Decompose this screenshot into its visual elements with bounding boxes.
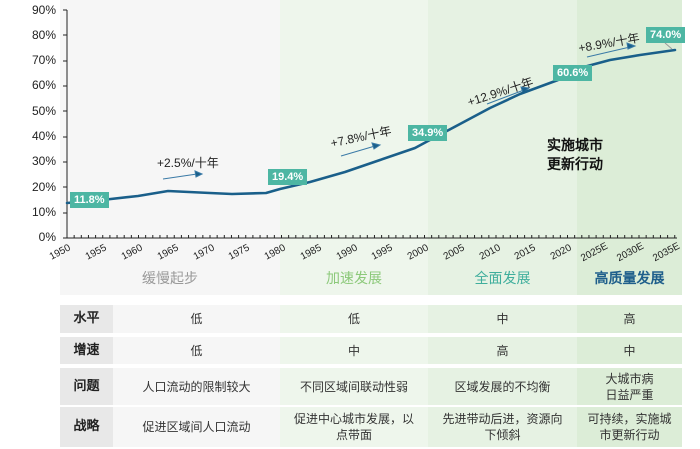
data-label-1980: 19.4% bbox=[268, 169, 308, 185]
data-label-1950: 11.8% bbox=[70, 192, 109, 208]
trend-arrows bbox=[162, 42, 637, 180]
y-tick: 90% bbox=[31, 3, 56, 17]
table-cell: 高 bbox=[577, 305, 682, 333]
y-tick: 60% bbox=[31, 78, 56, 92]
phase-label-comprehensive: 全面发展 bbox=[474, 271, 531, 287]
y-tick: 80% bbox=[31, 28, 56, 42]
phase-bg-slow bbox=[60, 0, 280, 295]
y-tick: 20% bbox=[31, 180, 56, 194]
table-cell: 中 bbox=[428, 305, 577, 333]
table-row-problem: 问题 人口流动的限制较大 不同区域间联动性弱 区域发展的不均衡 大城市病 日益严… bbox=[60, 368, 682, 405]
row-header: 问题 bbox=[60, 368, 113, 405]
data-label-2000: 34.9% bbox=[408, 125, 448, 141]
y-tick: 40% bbox=[31, 129, 56, 143]
phase-bg-high-quality bbox=[577, 0, 682, 295]
urban-renewal-callout: 实施城市 更新行动 bbox=[547, 137, 603, 175]
table-cell: 低 bbox=[113, 337, 280, 364]
rate-annotation-phase1: +2.5%/十年 bbox=[157, 156, 219, 170]
phase-label-accelerate: 加速发展 bbox=[326, 271, 382, 287]
table-cell: 大城市病 日益严重 bbox=[577, 368, 682, 405]
table-row-strategy: 战略 促进区域间人口流动 促进中心城市发展，以 点带面 先进带动后进，资源向 下… bbox=[60, 407, 682, 447]
table-cell: 可持续，实施城 市更新行动 bbox=[577, 407, 682, 447]
table-cell: 中 bbox=[577, 337, 682, 364]
table-cell: 先进带动后进，资源向 下倾斜 bbox=[428, 407, 577, 447]
table-row-level: 水平 低 低 中 高 bbox=[60, 305, 682, 333]
y-axis bbox=[63, 9, 68, 239]
table-row-growth: 增速 低 中 高 中 bbox=[60, 337, 682, 364]
phase-bg-comprehensive bbox=[428, 0, 577, 295]
data-label-2020: 60.6% bbox=[553, 65, 593, 81]
table-cell: 区域发展的不均衡 bbox=[428, 368, 577, 405]
y-tick: 50% bbox=[31, 104, 56, 118]
table-cell: 高 bbox=[428, 337, 577, 364]
callout-line-1: 实施城市 bbox=[547, 138, 603, 154]
table-cell: 中 bbox=[280, 337, 428, 364]
row-header: 水平 bbox=[60, 305, 113, 333]
table-cell: 促进中心城市发展，以 点带面 bbox=[280, 407, 428, 447]
callout-line-2: 更新行动 bbox=[547, 157, 603, 173]
table-cell: 低 bbox=[280, 305, 428, 333]
table-cell: 促进区域间人口流动 bbox=[113, 407, 280, 447]
y-tick: 30% bbox=[31, 154, 56, 168]
table-cell: 人口流动的限制较大 bbox=[113, 368, 280, 405]
y-tick: 10% bbox=[31, 205, 56, 219]
y-tick: 0% bbox=[38, 230, 56, 244]
row-header: 增速 bbox=[60, 337, 113, 364]
data-label-2035: 74.0% bbox=[646, 27, 686, 43]
phase-label-high-quality: 高质量发展 bbox=[594, 271, 665, 287]
table-cell: 低 bbox=[113, 305, 280, 333]
table-cell: 不同区域间联动性弱 bbox=[280, 368, 428, 405]
row-header: 战略 bbox=[60, 407, 113, 447]
y-tick: 70% bbox=[31, 53, 56, 67]
phase-label-slow: 缓慢起步 bbox=[142, 271, 198, 287]
phase-bg-accelerate bbox=[280, 0, 428, 295]
